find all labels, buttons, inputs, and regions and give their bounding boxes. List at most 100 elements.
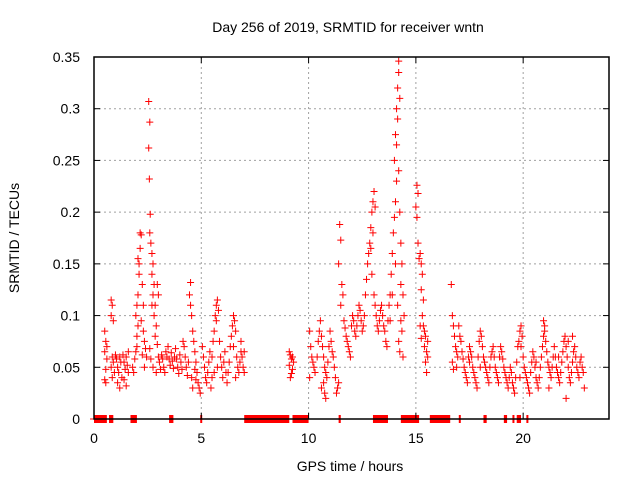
data-point: [158, 351, 166, 359]
data-point: [187, 278, 195, 286]
data-point: [374, 327, 382, 335]
data-point: [530, 353, 538, 361]
data-point: [134, 255, 142, 263]
data-point: [537, 353, 545, 361]
data-point: [189, 384, 197, 392]
data-point: [416, 322, 424, 330]
data-point: [386, 317, 394, 325]
data-point: [176, 351, 184, 359]
data-point: [326, 327, 334, 335]
data-point: [328, 348, 336, 356]
data-point: [232, 374, 240, 382]
data-point: [459, 355, 467, 363]
data-point: [505, 374, 513, 382]
data-point: [335, 260, 343, 268]
data-points: [101, 57, 588, 402]
data-point: [208, 374, 216, 382]
data-point: [131, 355, 139, 363]
data-point: [169, 364, 177, 372]
data-point: [130, 368, 138, 376]
data-point: [391, 260, 399, 268]
data-point: [395, 57, 403, 65]
data-point: [483, 368, 491, 376]
data-point: [188, 312, 196, 320]
data-point: [190, 337, 198, 345]
data-point: [381, 327, 389, 335]
data-point: [533, 379, 541, 387]
data-point: [458, 348, 466, 356]
data-point: [561, 332, 569, 340]
data-point: [527, 368, 535, 376]
data-point: [494, 379, 502, 387]
data-point: [345, 348, 353, 356]
data-point: [499, 355, 507, 363]
data-point: [179, 337, 187, 345]
data-point: [102, 337, 110, 345]
data-point: [351, 327, 359, 335]
data-point: [331, 374, 339, 382]
data-point: [335, 379, 343, 387]
data-point: [564, 363, 572, 371]
data-point: [478, 343, 486, 351]
data-point: [330, 363, 338, 371]
data-point: [115, 368, 123, 376]
data-point: [350, 317, 358, 325]
data-point: [210, 368, 218, 376]
y-tick-label: 0.25: [53, 152, 80, 168]
data-point: [101, 376, 109, 384]
data-point: [460, 363, 468, 371]
data-point: [205, 358, 213, 366]
data-point: [323, 374, 331, 382]
data-point: [145, 144, 153, 152]
data-point: [387, 270, 395, 278]
data-point: [155, 358, 163, 366]
data-point: [202, 374, 210, 382]
y-tick-label: 0.3: [61, 101, 81, 117]
data-point: [206, 348, 214, 356]
data-point: [564, 337, 572, 345]
data-point: [188, 374, 196, 382]
data-point: [225, 358, 233, 366]
data-point: [336, 221, 344, 229]
data-point: [513, 358, 521, 366]
data-point: [543, 348, 551, 356]
data-point: [397, 281, 405, 289]
data-point: [236, 358, 244, 366]
data-point: [388, 250, 396, 258]
data-point: [149, 260, 157, 268]
data-point: [172, 345, 180, 353]
data-point: [114, 363, 122, 371]
data-point: [468, 353, 476, 361]
data-point: [529, 348, 537, 356]
data-point: [122, 382, 130, 390]
data-point: [237, 337, 245, 345]
data-point: [133, 343, 141, 351]
data-point: [185, 291, 193, 299]
data-point: [364, 260, 372, 268]
data-point: [151, 332, 159, 340]
data-point: [511, 389, 519, 397]
data-point: [286, 374, 294, 382]
data-point: [367, 224, 375, 232]
y-tick-label: 0.05: [53, 359, 80, 375]
data-point: [382, 337, 390, 345]
data-point: [563, 353, 571, 361]
data-point: [150, 312, 158, 320]
data-point: [540, 332, 548, 340]
data-point: [146, 210, 154, 218]
data-point: [148, 301, 156, 309]
y-axis-ticks: 0 0.05 0.1 0.15 0.2 0.25 0.3 0.35: [53, 49, 609, 427]
data-point: [109, 358, 117, 366]
data-point: [133, 301, 141, 309]
data-point: [507, 368, 515, 376]
data-point: [562, 394, 570, 402]
data-point: [208, 353, 216, 361]
data-point: [380, 322, 388, 330]
data-point: [152, 368, 160, 376]
data-point: [191, 348, 199, 356]
data-point: [148, 250, 156, 258]
data-point: [314, 337, 322, 345]
data-point: [546, 368, 554, 376]
data-point: [139, 301, 147, 309]
data-point: [385, 301, 393, 309]
